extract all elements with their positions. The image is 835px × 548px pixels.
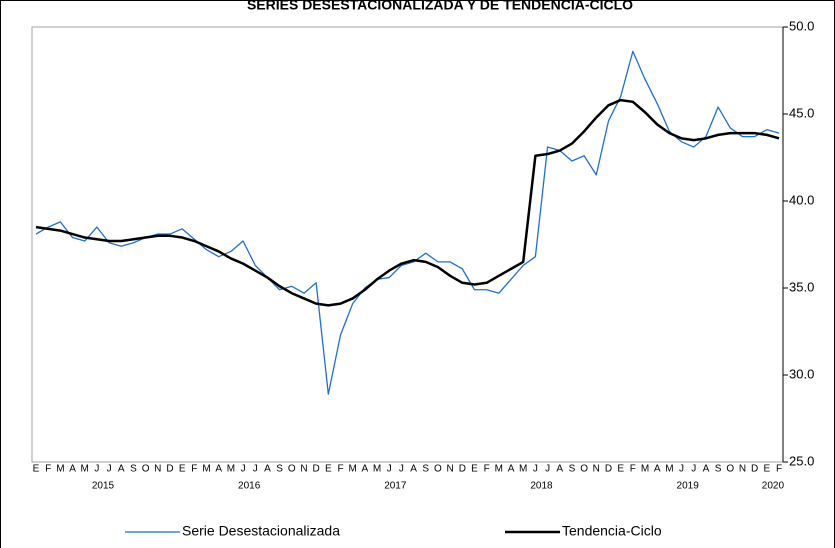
x-tick-label: J	[387, 464, 392, 475]
x-tick-label: A	[215, 464, 222, 475]
x-tick-label: O	[726, 464, 734, 475]
x-tick-label: N	[154, 464, 161, 475]
x-tick-label: J	[94, 464, 99, 475]
x-tick-label: A	[264, 464, 271, 475]
x-tick-label: O	[142, 464, 150, 475]
plot-area	[31, 26, 784, 463]
x-group-label: 2017	[384, 481, 407, 492]
x-tick-label: M	[641, 464, 649, 475]
x-tick-label: N	[739, 464, 746, 475]
x-tick-label: E	[763, 464, 770, 475]
x-tick-label: S	[276, 464, 283, 475]
x-tick-label: J	[691, 464, 696, 475]
x-tick-label: M	[665, 464, 673, 475]
x-tick-label: M	[227, 464, 235, 475]
y-tick-label: 30.0	[789, 366, 814, 381]
x-tick-label: N	[447, 464, 454, 475]
x-group-label: 2016	[238, 481, 261, 492]
x-tick-label: J	[253, 464, 258, 475]
x-tick-label: A	[508, 464, 515, 475]
x-tick-label: D	[313, 464, 320, 475]
x-tick-label: O	[288, 464, 296, 475]
legend-label: Tendencia-Ciclo	[562, 523, 662, 539]
x-tick-label: A	[654, 464, 661, 475]
x-tick-label: J	[107, 464, 112, 475]
x-tick-label: M	[56, 464, 64, 475]
x-tick-label: D	[605, 464, 612, 475]
x-tick-label: F	[191, 464, 197, 475]
x-tick-label: A	[118, 464, 125, 475]
x-tick-label: F	[45, 464, 51, 475]
x-tick-label: J	[545, 464, 550, 475]
x-group-label: 2019	[677, 481, 700, 492]
x-tick-label: E	[471, 464, 478, 475]
x-tick-label: O	[434, 464, 442, 475]
x-tick-label: J	[241, 464, 246, 475]
x-tick-label: F	[776, 464, 782, 475]
x-tick-label: M	[202, 464, 210, 475]
series-line	[35, 50, 780, 395]
chart-title: SERIES DESESTACIONALIZADA Y DE TENDENCIA…	[247, 0, 633, 13]
y-tick-label: 50.0	[789, 18, 814, 33]
x-tick-label: S	[130, 464, 137, 475]
x-tick-label: F	[337, 464, 343, 475]
y-tick-label: 35.0	[789, 279, 814, 294]
x-tick-label: D	[751, 464, 758, 475]
x-tick-label: M	[349, 464, 357, 475]
x-tick-label: M	[81, 464, 89, 475]
x-group-label: 2020	[762, 481, 785, 492]
x-tick-label: E	[617, 464, 624, 475]
legend-label: Serie Desestacionalizada	[182, 523, 340, 539]
x-tick-label: A	[69, 464, 76, 475]
x-tick-label: S	[569, 464, 576, 475]
x-tick-label: F	[630, 464, 636, 475]
x-tick-label: A	[362, 464, 369, 475]
x-tick-label: N	[300, 464, 307, 475]
x-tick-label: D	[166, 464, 173, 475]
x-tick-label: E	[325, 464, 332, 475]
x-group-label: 2015	[92, 481, 115, 492]
x-tick-label: J	[399, 464, 404, 475]
x-group-label: 2018	[530, 481, 553, 492]
x-tick-label: A	[410, 464, 417, 475]
x-tick-label: M	[495, 464, 503, 475]
x-tick-label: S	[422, 464, 429, 475]
y-tick-label: 40.0	[789, 192, 814, 207]
x-tick-label: E	[33, 464, 40, 475]
x-tick-label: F	[484, 464, 490, 475]
x-tick-label: N	[593, 464, 600, 475]
x-tick-label: J	[533, 464, 538, 475]
y-tick-label: 25.0	[789, 453, 814, 468]
series-line	[35, 98, 780, 307]
x-tick-label: A	[703, 464, 710, 475]
y-tick-label: 45.0	[789, 105, 814, 120]
x-tick-label: D	[459, 464, 466, 475]
x-tick-label: A	[556, 464, 563, 475]
x-tick-label: E	[179, 464, 186, 475]
x-tick-label: J	[679, 464, 684, 475]
x-tick-label: M	[519, 464, 527, 475]
x-tick-label: S	[715, 464, 722, 475]
x-tick-label: M	[373, 464, 381, 475]
x-tick-label: O	[580, 464, 588, 475]
